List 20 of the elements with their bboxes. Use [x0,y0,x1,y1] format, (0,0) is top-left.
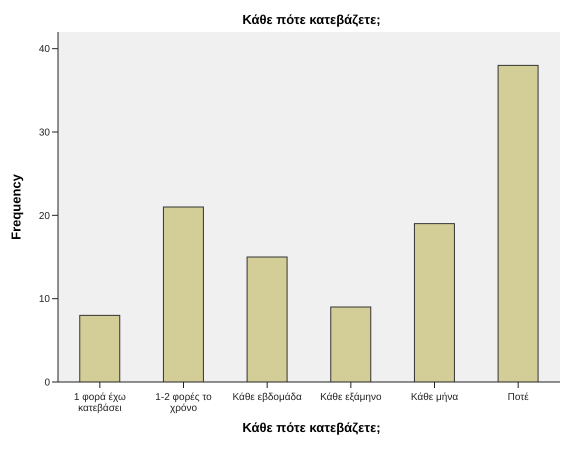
y-tick-label: 10 [38,294,50,306]
chart-title: Κάθε πότε κατεβάζετε; [241,12,382,27]
bar [498,64,539,382]
y-tick-label: 0 [44,378,50,389]
x-tick-label: 1-2 φορές το χρόνο [155,392,212,414]
x-tick-label: 1 φορά έχω κατεβάσει [74,392,126,414]
y-tick-label: 30 [38,128,50,139]
y-axis-title: Frequency [8,173,24,240]
bar [79,314,120,382]
y-tick-label: 20 [38,210,50,222]
bar [414,223,455,382]
x-tick-label: Κάθε εβδομάδα [232,392,302,403]
x-tick-label: Κάθε μήνα [410,392,458,403]
y-tick-label: 40 [38,44,50,56]
bar [162,206,204,382]
bar [246,256,288,382]
x-tick-label: Ποτέ [508,392,530,403]
x-axis-title: Κάθε πότε κατεβάζετε; [241,420,382,435]
x-tick-label: Κάθε εξάμηνο [320,392,382,403]
bar [330,306,372,382]
